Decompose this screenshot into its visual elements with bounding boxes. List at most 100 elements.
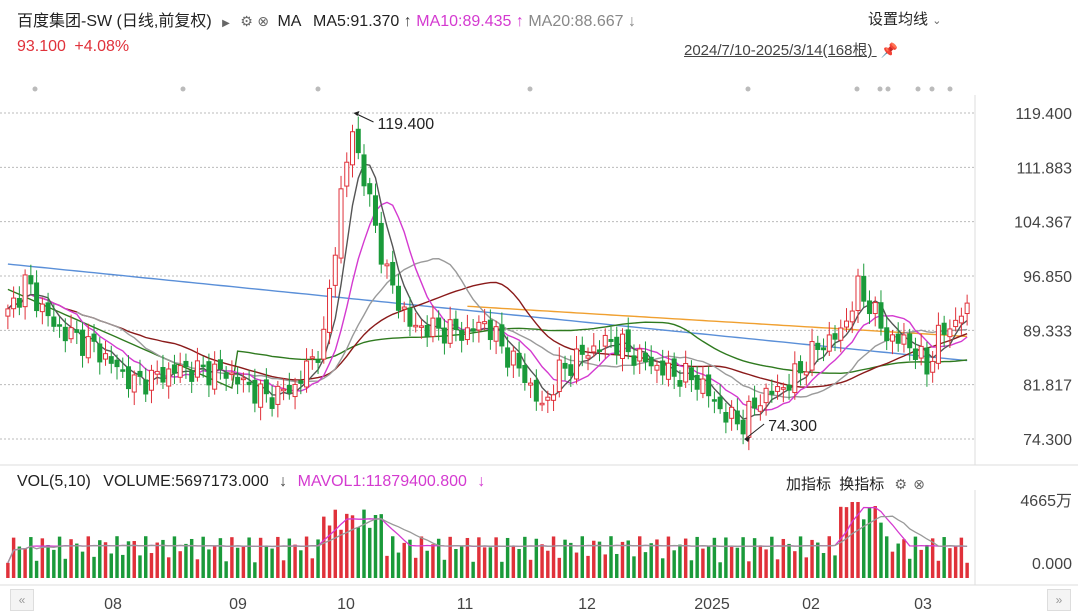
candle[interactable] xyxy=(889,329,895,355)
candle[interactable] xyxy=(57,316,63,338)
candle[interactable] xyxy=(832,325,838,352)
candle[interactable] xyxy=(665,350,671,387)
candle[interactable] xyxy=(22,269,28,320)
candle[interactable] xyxy=(137,359,143,386)
candle[interactable] xyxy=(177,352,183,383)
scroll-left-button[interactable]: « xyxy=(10,589,34,611)
candle[interactable] xyxy=(677,370,683,397)
candle[interactable] xyxy=(292,377,298,410)
candle[interactable] xyxy=(953,307,959,332)
candle[interactable] xyxy=(453,310,459,342)
candle[interactable] xyxy=(798,355,804,386)
scroll-right-button[interactable]: » xyxy=(1047,589,1071,611)
candle[interactable] xyxy=(51,304,57,332)
candle[interactable] xyxy=(235,366,241,395)
candle[interactable] xyxy=(964,294,970,326)
event-marker[interactable] xyxy=(527,86,533,92)
event-marker[interactable] xyxy=(929,86,935,92)
ma-settings-button[interactable]: 设置均线 ⌄ xyxy=(868,8,941,29)
candle[interactable] xyxy=(355,116,361,160)
candle[interactable] xyxy=(568,355,574,387)
candle[interactable] xyxy=(539,390,545,412)
candle[interactable] xyxy=(200,356,206,378)
candle[interactable] xyxy=(430,305,436,343)
candle[interactable] xyxy=(654,360,660,384)
candle[interactable] xyxy=(752,385,758,416)
candle[interactable] xyxy=(792,351,798,400)
candle[interactable] xyxy=(407,296,413,337)
candle[interactable] xyxy=(166,362,172,399)
candle[interactable] xyxy=(729,400,735,431)
candle[interactable] xyxy=(103,340,109,366)
candle[interactable] xyxy=(28,264,34,294)
candle[interactable] xyxy=(533,369,539,411)
candle[interactable] xyxy=(189,361,195,393)
candle[interactable] xyxy=(895,322,901,352)
candle[interactable] xyxy=(252,368,258,413)
candle[interactable] xyxy=(551,384,557,412)
candle[interactable] xyxy=(327,279,333,345)
candle[interactable] xyxy=(528,377,534,399)
candle[interactable] xyxy=(947,319,953,348)
candle[interactable] xyxy=(332,247,338,298)
candle[interactable] xyxy=(85,323,91,364)
candle[interactable] xyxy=(602,328,608,359)
candle[interactable] xyxy=(34,270,40,318)
candle[interactable] xyxy=(878,290,884,336)
candle[interactable] xyxy=(901,322,907,353)
candle[interactable] xyxy=(815,335,821,362)
candle[interactable] xyxy=(746,395,752,451)
candle[interactable] xyxy=(108,345,114,374)
candle[interactable] xyxy=(642,341,648,371)
candle[interactable] xyxy=(372,183,379,233)
candle[interactable] xyxy=(476,315,482,343)
close-icon[interactable]: ⊗ xyxy=(257,13,270,29)
candle[interactable] xyxy=(390,250,396,294)
candle[interactable] xyxy=(160,354,166,389)
candle[interactable] xyxy=(361,144,367,196)
candle[interactable] xyxy=(217,349,223,380)
candle[interactable] xyxy=(861,263,867,308)
candle[interactable] xyxy=(855,268,861,324)
candle[interactable] xyxy=(826,321,832,357)
candle[interactable] xyxy=(258,379,264,421)
candle[interactable] xyxy=(223,366,229,391)
candle[interactable] xyxy=(315,351,321,374)
candle[interactable] xyxy=(809,328,815,377)
candle[interactable] xyxy=(487,309,493,350)
candle[interactable] xyxy=(45,292,51,327)
candle[interactable] xyxy=(574,335,580,384)
event-marker[interactable] xyxy=(745,86,751,92)
candle[interactable] xyxy=(80,322,86,368)
candle[interactable] xyxy=(418,319,424,339)
candle[interactable] xyxy=(958,307,964,335)
candle[interactable] xyxy=(849,301,855,334)
candle[interactable] xyxy=(470,318,476,343)
candle[interactable] xyxy=(269,385,275,417)
candle[interactable] xyxy=(275,380,281,418)
candle[interactable] xyxy=(154,360,160,385)
event-marker[interactable] xyxy=(315,86,321,92)
play-arrow-icon[interactable]: ▶ xyxy=(222,18,230,29)
candle[interactable] xyxy=(907,328,913,361)
candle[interactable] xyxy=(286,372,292,400)
candle[interactable] xyxy=(591,333,597,358)
candle[interactable] xyxy=(711,391,717,414)
candle[interactable] xyxy=(723,402,729,434)
candle[interactable] xyxy=(447,306,453,348)
candle[interactable] xyxy=(304,348,310,393)
candle[interactable] xyxy=(648,345,654,375)
candle[interactable] xyxy=(183,353,189,379)
candle[interactable] xyxy=(505,336,511,377)
candle[interactable] xyxy=(637,344,643,375)
candle[interactable] xyxy=(683,350,689,388)
candle[interactable] xyxy=(872,296,878,327)
candle[interactable] xyxy=(757,394,763,421)
event-marker[interactable] xyxy=(915,86,921,92)
candle[interactable] xyxy=(171,354,177,384)
candle[interactable] xyxy=(263,368,269,403)
candle[interactable] xyxy=(62,318,68,353)
candle[interactable] xyxy=(625,317,631,360)
candle[interactable] xyxy=(935,312,941,370)
